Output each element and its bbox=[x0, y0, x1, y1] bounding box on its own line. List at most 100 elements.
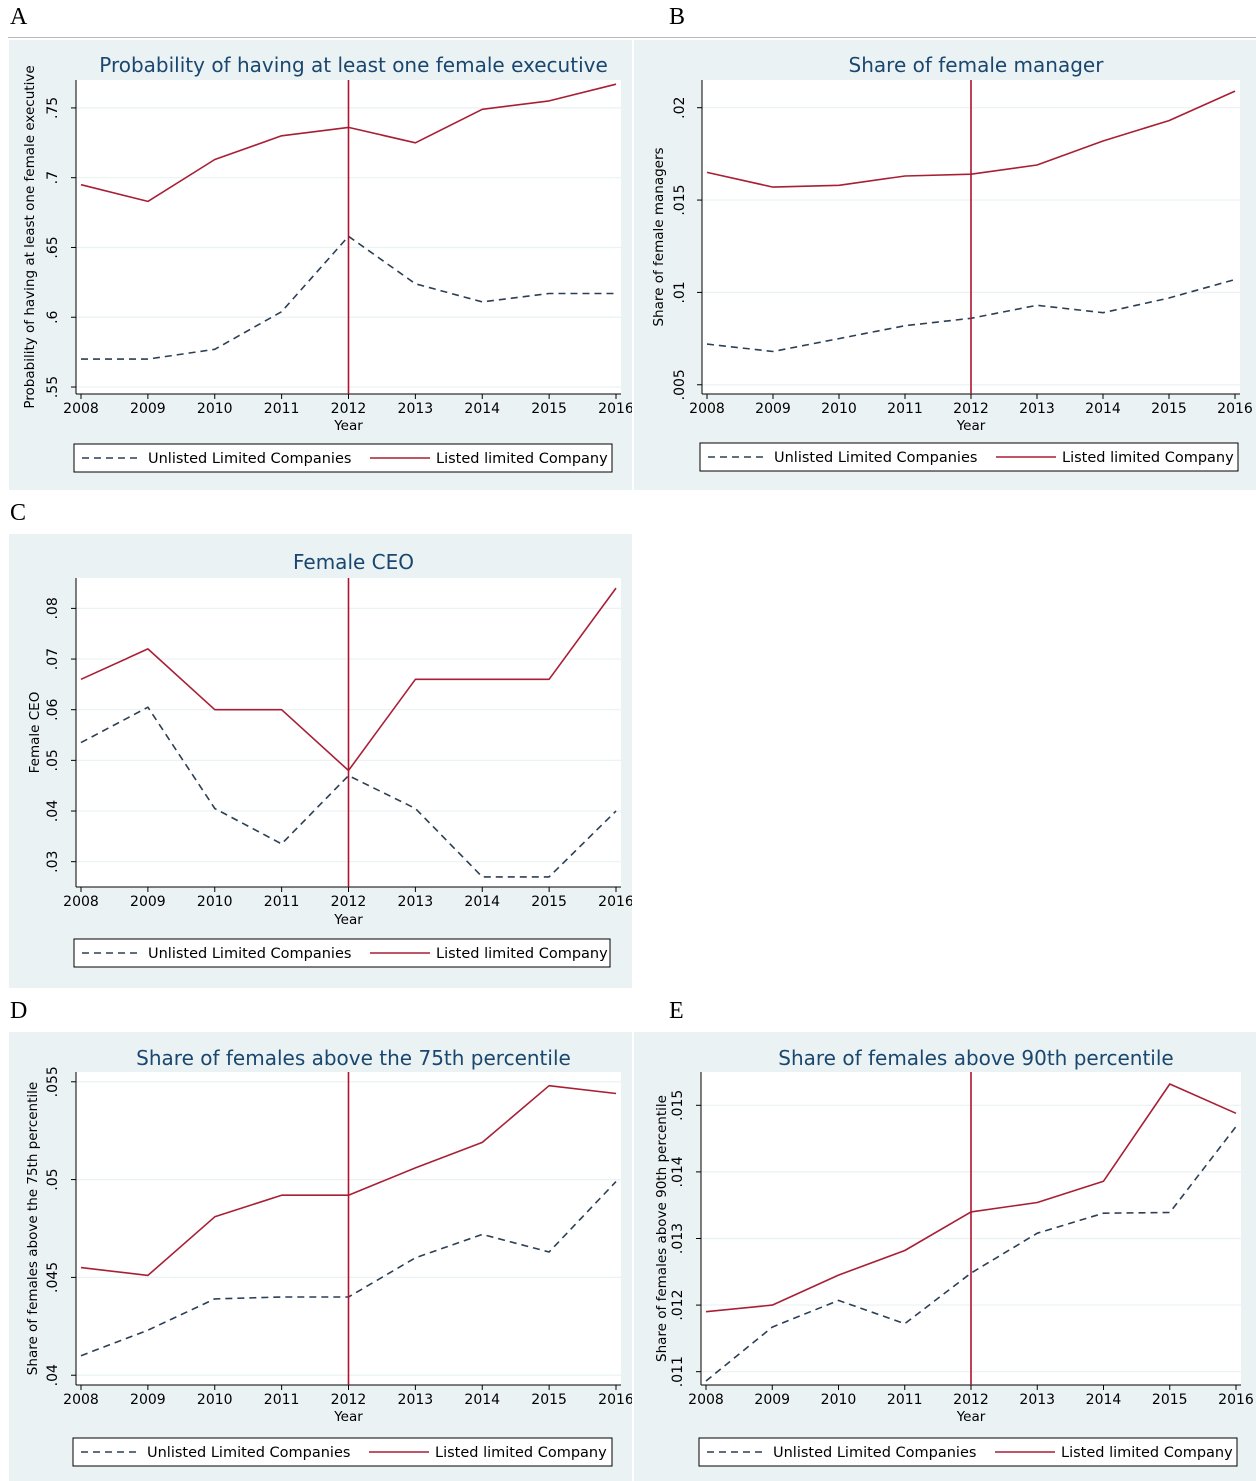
chart-panel-c: .03 .04 .05 .06 .07 .08 2008 2009 2010 2011 2012 20… bbox=[9, 534, 632, 988]
legend-box bbox=[73, 443, 613, 473]
y-tick-label: .012 bbox=[670, 1289, 686, 1320]
series-line-unlisted bbox=[81, 235, 616, 360]
legend-label: Unlisted Limited Companies bbox=[773, 1445, 976, 1461]
y-tick-label: .7 bbox=[45, 171, 61, 184]
x-tick-label: 2015 bbox=[531, 401, 567, 417]
x-axis-label: Year bbox=[333, 418, 363, 434]
legend-label: Listed limited Company bbox=[436, 451, 608, 467]
legend: Unlisted Limited Companies Listed limited… bbox=[699, 442, 1239, 472]
x-tick-label: 2010 bbox=[197, 894, 233, 910]
x-tick-label: 2013 bbox=[1019, 401, 1055, 417]
legend-label: Unlisted Limited Companies bbox=[148, 451, 351, 467]
panel-letter-b: B bbox=[669, 4, 686, 30]
chart-panel-b: .005 .01 .015 .02 2008 2009 2010 2011 2012 2013 20… bbox=[634, 40, 1256, 490]
legend-label: Unlisted Limited Companies bbox=[148, 946, 351, 962]
legend: Unlisted Limited Companies Listed limited… bbox=[72, 1437, 613, 1467]
x-tick-label: 2008 bbox=[63, 894, 99, 910]
x-tick-label: 2010 bbox=[821, 401, 857, 417]
x-tick-label: 2012 bbox=[331, 894, 367, 910]
x-tick-label: 2015 bbox=[1152, 1392, 1188, 1408]
legend: Unlisted Limited Companies Listed limited… bbox=[73, 443, 613, 473]
legend-box bbox=[698, 1437, 1238, 1467]
chart-panel-e: .011 .012 .013 .014 .015 2008 2009 2010 2011 2012… bbox=[634, 1032, 1256, 1481]
y-tick-label: .04 bbox=[45, 800, 61, 822]
x-axis-label: Year bbox=[333, 912, 363, 928]
y-tick-label: .005 bbox=[672, 369, 688, 400]
x-tick-label: 2015 bbox=[531, 1392, 567, 1408]
legend-box bbox=[72, 1437, 613, 1467]
legend-label: Unlisted Limited Companies bbox=[147, 1445, 350, 1461]
top-rule bbox=[8, 37, 1256, 38]
x-tick-label: 2016 bbox=[598, 1392, 632, 1408]
chart-svg: .04 .045 .05 .055 2008 2009 2010 2011 2012 2013 20… bbox=[25, 1046, 632, 1467]
y-tick-label: .05 bbox=[45, 749, 61, 771]
x-tick-label: 2011 bbox=[887, 1392, 923, 1408]
y-tick-label: .65 bbox=[45, 236, 61, 258]
x-tick-label: 2008 bbox=[63, 401, 99, 417]
chart-svg: .011 .012 .013 .014 .015 2008 2009 2010 2011 2012… bbox=[654, 1046, 1254, 1467]
chart-svg: .03 .04 .05 .06 .07 .08 2008 2009 2010 2011 2012 20… bbox=[27, 550, 632, 968]
x-tick-label: 2014 bbox=[1085, 401, 1121, 417]
legend-box bbox=[699, 442, 1239, 472]
x-tick-label: 2009 bbox=[754, 1392, 790, 1408]
chart-title: Share of female manager bbox=[849, 53, 1105, 77]
legend-label: Unlisted Limited Companies bbox=[774, 450, 977, 466]
x-tick-label: 2016 bbox=[598, 894, 632, 910]
legend-box bbox=[73, 938, 611, 968]
y-tick-label: .04 bbox=[45, 1364, 61, 1386]
y-tick-label: .011 bbox=[670, 1356, 686, 1387]
x-tick-label: 2011 bbox=[264, 894, 300, 910]
x-tick-label: 2014 bbox=[1086, 1392, 1122, 1408]
x-tick-label: 2013 bbox=[398, 401, 434, 417]
panel-letter-c: C bbox=[10, 500, 27, 526]
panel-letter-d: D bbox=[10, 998, 28, 1024]
legend: Unlisted Limited Companies Listed limited… bbox=[73, 938, 611, 968]
y-tick-label: .055 bbox=[45, 1066, 61, 1097]
x-axis-label: Year bbox=[956, 418, 986, 434]
y-tick-label: .08 bbox=[45, 597, 61, 619]
chart-svg: .005 .01 .015 .02 2008 2009 2010 2011 2012 2013 20… bbox=[651, 53, 1253, 472]
chart-title: Female CEO bbox=[293, 550, 414, 574]
legend: Unlisted Limited Companies Listed limited… bbox=[698, 1437, 1238, 1467]
y-tick-label: .75 bbox=[45, 97, 61, 119]
x-tick-label: 2013 bbox=[1019, 1392, 1055, 1408]
legend-label: Listed limited Company bbox=[435, 1445, 607, 1461]
y-tick-label: .02 bbox=[672, 97, 688, 119]
x-tick-label: 2012 bbox=[331, 401, 367, 417]
series-line-unlisted bbox=[705, 1126, 1237, 1382]
panel-letter-a: A bbox=[10, 4, 28, 30]
x-tick-label: 2010 bbox=[197, 401, 233, 417]
y-tick-label: .013 bbox=[670, 1223, 686, 1254]
panel-letter-e: E bbox=[669, 998, 684, 1024]
legend-label: Listed limited Company bbox=[1062, 450, 1234, 466]
x-tick-label: 2016 bbox=[598, 401, 632, 417]
x-tick-label: 2016 bbox=[1218, 1392, 1254, 1408]
x-tick-label: 2012 bbox=[331, 1392, 367, 1408]
x-tick-label: 2012 bbox=[953, 1392, 989, 1408]
y-tick-label: .015 bbox=[672, 184, 688, 215]
x-tick-label: 2011 bbox=[887, 401, 923, 417]
y-axis-label: Probability of having at least one femal… bbox=[22, 65, 38, 408]
y-tick-label: .07 bbox=[45, 648, 61, 670]
y-tick-label: .015 bbox=[670, 1090, 686, 1121]
y-tick-label: .014 bbox=[670, 1156, 686, 1187]
x-tick-label: 2013 bbox=[398, 1392, 434, 1408]
x-tick-label: 2008 bbox=[689, 401, 725, 417]
x-axis-label: Year bbox=[333, 1409, 363, 1425]
x-tick-label: 2009 bbox=[130, 1392, 166, 1408]
x-tick-label: 2010 bbox=[197, 1392, 233, 1408]
y-axis-label: Share of females above 90th percentile bbox=[654, 1095, 670, 1362]
chart-title: Share of females above 90th percentile bbox=[778, 1046, 1173, 1070]
x-tick-label: 2009 bbox=[130, 401, 166, 417]
y-axis-label: Share of females above the 75th percenti… bbox=[25, 1082, 41, 1375]
chart-panel-d: .04 .045 .05 .055 2008 2009 2010 2011 2012 2013 20… bbox=[9, 1032, 632, 1481]
x-tick-label: 2013 bbox=[398, 894, 434, 910]
x-tick-label: 2009 bbox=[130, 894, 166, 910]
x-tick-label: 2009 bbox=[755, 401, 791, 417]
y-axis-label: Female CEO bbox=[27, 692, 43, 774]
x-tick-label: 2010 bbox=[821, 1392, 857, 1408]
x-tick-label: 2015 bbox=[531, 894, 567, 910]
chart-panel-a: .55 .6 .65 .7 .75 2008 2009 2010 2011 2012 2013 201… bbox=[9, 40, 632, 490]
y-axis-label: Share of female managers bbox=[651, 147, 667, 326]
x-tick-label: 2011 bbox=[264, 401, 300, 417]
